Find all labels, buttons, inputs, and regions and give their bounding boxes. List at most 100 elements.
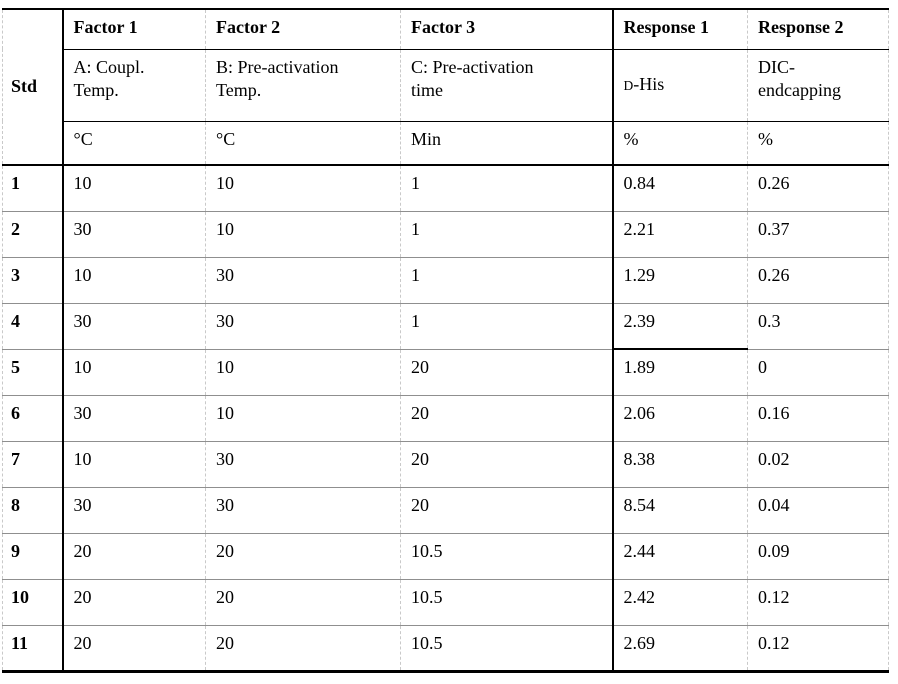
cell-response1: 1.89 [611,349,748,396]
cell-factor3: 20 [400,487,613,534]
cell-factor2: 30 [205,487,401,534]
cell-factor2: 20 [205,625,401,673]
cell-response2: 0.09 [747,533,889,580]
response2-name-text: DIC-endcapping [758,56,841,101]
cell-response1: 2.42 [611,579,748,626]
table-row: 4 30 30 1 2.39 0.3 [2,303,889,350]
std-number: 3 [2,257,63,304]
table-row: 6 30 10 20 2.06 0.16 [2,395,889,442]
header-row-names: A: Coupl. Temp. B: Pre-activation Temp. … [3,49,889,122]
cell-response2: 0.12 [747,625,889,673]
header-response2: Response 2 [747,8,889,50]
cell-response2: 0.12 [747,579,889,626]
doe-design-table: Std Factor 1 Factor 2 Factor 3 Response … [2,8,889,673]
cell-factor3: 20 [400,441,613,488]
name-factor1: A: Coupl. Temp. [61,49,206,122]
cell-factor2: 20 [205,579,401,626]
std-number: 1 [2,165,63,212]
cell-response1: 0.84 [611,165,748,212]
cell-response1: 8.54 [611,487,748,534]
unit-factor1: °C [61,121,206,166]
header-row-units: °C °C Min % % [3,121,889,166]
cell-factor2: 10 [205,349,401,396]
cell-factor1: 30 [61,487,206,534]
cell-factor2: 30 [205,257,401,304]
response1-name-text: -His [633,74,665,95]
header-factor1: Factor 1 [61,8,206,50]
cell-response1: 2.06 [611,395,748,442]
name-factor2: B: Pre-activation Temp. [205,49,401,122]
cell-response1: 8.38 [611,441,748,488]
table-row: 11 20 20 10.5 2.69 0.12 [2,625,889,673]
table-row: 8 30 30 20 8.54 0.04 [2,487,889,534]
cell-factor1: 10 [61,165,206,212]
unit-response1: % [611,121,748,166]
name-response1: D-His [611,49,748,122]
std-number: 8 [2,487,63,534]
factor1-name-text: A: Coupl. Temp. [73,56,145,101]
name-response2: DIC-endcapping [747,49,889,122]
cell-factor2: 30 [205,441,401,488]
cell-factor1: 10 [61,257,206,304]
std-column-header: Std [2,8,63,166]
table-row: 7 10 30 20 8.38 0.02 [2,441,889,488]
table-row: 2 30 10 1 2.21 0.37 [2,211,889,258]
cell-factor1: 20 [61,625,206,673]
response1-smallcap-d: D [623,78,634,94]
cell-factor3: 20 [400,349,613,396]
cell-response2: 0.02 [747,441,889,488]
table-row: 3 10 30 1 1.29 0.26 [2,257,889,304]
std-number: 2 [2,211,63,258]
unit-factor2: °C [205,121,401,166]
cell-factor1: 30 [61,211,206,258]
cell-factor1: 30 [61,303,206,350]
cell-response1: 2.39 [611,303,748,350]
cell-factor3: 1 [400,303,613,350]
cell-response2: 0.26 [747,165,889,212]
cell-factor1: 10 [61,441,206,488]
std-number: 7 [2,441,63,488]
cell-response1: 1.29 [611,257,748,304]
cell-response2: 0 [747,349,889,396]
factor3-name-text: C: Pre-activation time [411,56,534,101]
cell-factor1: 20 [61,533,206,580]
cell-factor2: 20 [205,533,401,580]
cell-factor2: 30 [205,303,401,350]
cell-factor1: 20 [61,579,206,626]
cell-response2: 0.04 [747,487,889,534]
std-number: 9 [2,533,63,580]
cell-response2: 0.3 [747,303,889,350]
unit-factor3: Min [400,121,613,166]
cell-response1: 2.21 [611,211,748,258]
cell-response2: 0.37 [747,211,889,258]
name-factor3: C: Pre-activation time [400,49,613,122]
table-row: 9 20 20 10.5 2.44 0.09 [2,533,889,580]
header-factor3: Factor 3 [400,8,613,50]
std-number: 4 [2,303,63,350]
factor2-name-text: B: Pre-activation Temp. [216,56,339,101]
cell-factor3: 10.5 [400,579,613,626]
cell-factor3: 20 [400,395,613,442]
table-row: 5 10 10 20 1.89 0 [2,349,889,396]
cell-factor3: 1 [400,257,613,304]
std-number: 11 [2,625,63,673]
table-row: 10 20 20 10.5 2.42 0.12 [2,579,889,626]
cell-factor2: 10 [205,395,401,442]
cell-response2: 0.26 [747,257,889,304]
cell-factor1: 30 [61,395,206,442]
cell-response1: 2.69 [611,625,748,673]
cell-response2: 0.16 [747,395,889,442]
header-factor2: Factor 2 [205,8,401,50]
cell-factor3: 1 [400,165,613,212]
header-row-groups: Std Factor 1 Factor 2 Factor 3 Response … [2,8,889,166]
cell-factor3: 10.5 [400,625,613,673]
std-number: 10 [2,579,63,626]
cell-factor2: 10 [205,211,401,258]
unit-response2: % [747,121,889,166]
cell-response1: 2.44 [611,533,748,580]
cell-factor3: 1 [400,211,613,258]
table-row: 1 10 10 1 0.84 0.26 [2,165,889,212]
std-number: 6 [2,395,63,442]
cell-factor1: 10 [61,349,206,396]
